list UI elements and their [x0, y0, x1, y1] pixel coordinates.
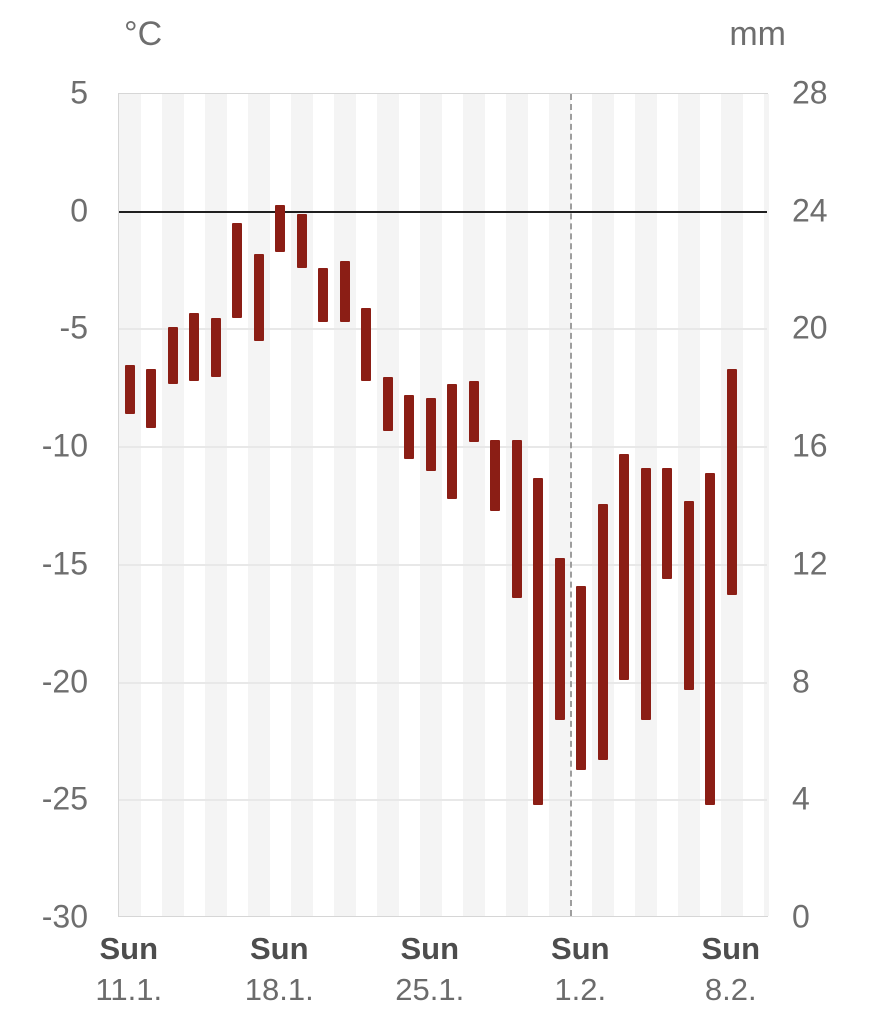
temp-range-bar-day-3 — [189, 312, 200, 382]
temp-range-bar-day-4 — [210, 317, 221, 377]
x-tick-weekday-18.1.: Sun — [249, 931, 309, 966]
temp-range-bar-day-10 — [339, 261, 350, 323]
plot-area — [118, 93, 769, 917]
temp-range-bar-day-12 — [382, 376, 393, 431]
day-stripe — [549, 94, 571, 916]
day-stripe — [162, 94, 184, 916]
temp-range-bar-day-18 — [511, 440, 522, 598]
left-axis-tick--10: -10 — [41, 427, 88, 464]
gridline--15 — [119, 563, 767, 566]
x-tick-date-11.1.: 11.1. — [95, 972, 163, 1007]
right-axis-unit-label: mm — [729, 15, 786, 53]
temp-range-bar-day-16 — [468, 381, 479, 443]
day-stripe — [420, 94, 442, 916]
day-stripe — [205, 94, 227, 916]
temp-range-bar-day-9 — [318, 268, 329, 323]
day-stripe — [463, 94, 485, 916]
day-stripe — [119, 94, 141, 916]
temp-range-bar-day-28 — [726, 369, 737, 596]
right-axis-tick-0: 0 — [792, 898, 810, 935]
temp-range-bar-day-1 — [146, 369, 157, 429]
zero-degree-line — [119, 210, 767, 213]
gridline--10 — [119, 446, 767, 449]
temp-range-bar-day-27 — [705, 473, 716, 805]
gridline--25 — [119, 799, 767, 802]
x-tick-date-25.1.: 25.1. — [395, 972, 465, 1007]
right-axis-tick-12: 12 — [792, 545, 828, 582]
left-axis-tick-0: 0 — [70, 192, 88, 229]
x-tick-date-8.2.: 8.2. — [704, 972, 757, 1007]
temp-range-bar-day-8 — [296, 214, 307, 269]
temp-range-bar-day-13 — [404, 395, 415, 459]
day-stripe — [334, 94, 356, 916]
gridline--20 — [119, 681, 767, 684]
day-stripe — [291, 94, 313, 916]
x-tick-date-1.2.: 1.2. — [554, 972, 607, 1007]
right-axis-tick-20: 20 — [792, 310, 828, 347]
day-stripe — [248, 94, 270, 916]
right-axis-tick-16: 16 — [792, 427, 828, 464]
left-axis-tick-5: 5 — [70, 74, 88, 111]
x-tick-date-18.1.: 18.1. — [244, 972, 314, 1007]
left-axis-tick--20: -20 — [41, 663, 88, 700]
temp-range-bar-day-26 — [683, 501, 694, 690]
x-tick-weekday-25.1.: Sun — [400, 931, 460, 966]
temp-range-bar-day-5 — [232, 223, 243, 318]
left-axis-tick--5: -5 — [59, 310, 88, 347]
temp-range-bar-day-15 — [447, 383, 458, 499]
temp-range-bar-day-23 — [619, 454, 630, 681]
temp-range-bar-day-2 — [167, 327, 178, 384]
left-axis-tick--30: -30 — [41, 898, 88, 935]
now-divider-line — [569, 94, 572, 916]
x-tick-weekday-1.2.: Sun — [550, 931, 610, 966]
temp-range-bar-day-24 — [640, 468, 651, 721]
temp-range-bar-day-25 — [662, 468, 673, 579]
temp-range-bar-day-20 — [554, 557, 565, 721]
temp-range-bar-day-21 — [576, 586, 587, 770]
temp-range-bar-day-11 — [361, 308, 372, 382]
left-axis-tick--25: -25 — [41, 780, 88, 817]
temp-range-bar-day-22 — [597, 503, 608, 761]
left-axis-tick--15: -15 — [41, 545, 88, 582]
right-axis-tick-28: 28 — [792, 74, 828, 111]
right-axis-tick-8: 8 — [792, 663, 810, 700]
day-stripe — [764, 94, 769, 916]
left-axis-unit-label: °C — [124, 15, 163, 53]
temp-range-bar-day-7 — [275, 204, 286, 252]
temp-range-bar-day-17 — [490, 440, 501, 511]
gridline--5 — [119, 328, 767, 331]
x-tick-weekday-8.2.: Sun — [701, 931, 761, 966]
right-axis-tick-24: 24 — [792, 192, 828, 229]
temp-range-bar-day-0 — [124, 364, 135, 415]
temp-range-bar-day-6 — [253, 254, 264, 342]
x-tick-weekday-11.1.: Sun — [99, 931, 159, 966]
temp-range-bar-day-19 — [533, 477, 544, 805]
right-axis-tick-4: 4 — [792, 780, 810, 817]
temp-range-bar-day-14 — [425, 397, 436, 471]
day-stripe — [377, 94, 399, 916]
